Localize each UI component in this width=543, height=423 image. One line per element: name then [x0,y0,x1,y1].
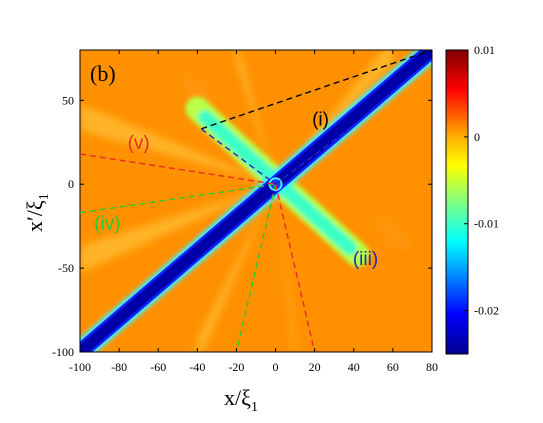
wave-streak [236,50,276,185]
y-axis-label-symbol: ξ [22,200,47,210]
x-tick-label: 20 [309,360,321,374]
diagonal-core [80,50,432,352]
x-tick-label: 60 [387,360,399,374]
plot-frame [79,49,433,353]
dashed-line [79,183,276,214]
x-axis-ticks: -100 -80 -60 -40 -20 0 20 40 60 80 [69,50,438,374]
colorbar-tick-label: -0.02 [474,304,499,318]
dashed-line [200,128,276,185]
dashed-lines [79,49,433,353]
y-axis-label-main: x′/ [22,209,47,232]
colorbar-tick-label: 0.01 [474,43,495,57]
colorbar-ticks: 0.01 0 -0.01 -0.02 [464,43,499,318]
y-tick-label: -50 [58,261,74,275]
dashed-line [201,49,433,130]
x-tick-label: -80 [111,360,127,374]
y-tick-label: -100 [52,345,74,359]
panel-label: (b) [90,61,116,86]
x-tick-label: 40 [348,360,360,374]
line-label: (iv) [94,214,120,235]
x-tick-label: -40 [189,360,205,374]
x-tick-label: 80 [426,360,438,374]
heatmap-plot-area [80,50,432,352]
dashed-line [79,153,276,185]
x-tick-label: -100 [69,360,91,374]
line-label: (i) [312,110,329,131]
x-axis-label-subscript: 1 [251,400,258,415]
wave-streak [80,103,276,185]
colorbar-tick-label: 0 [474,130,480,144]
x-tick-label: 0 [273,360,279,374]
line-label: (iii) [353,249,378,270]
x-tick-label: -60 [150,360,166,374]
y-tick-label: 0 [68,177,74,191]
x-axis-label-main: x/ [224,385,242,410]
diagonal-band [80,50,432,352]
x-axis-label: x/ξ1 [224,385,258,415]
colorbar [445,49,469,355]
dashed-line [235,184,277,353]
wave-streak [197,184,276,352]
wave-streak [275,184,296,352]
y-axis-label-subscript: 1 [37,193,52,200]
colorbar-tick-label: -0.01 [474,217,499,231]
line-label: (v) [128,133,150,154]
x-axis-label-symbol: ξ [241,385,251,410]
wave-lobe [375,217,410,252]
dashed-line [275,124,355,185]
y-axis-label: x′/ξ1 [22,193,52,232]
y-tick-label: 50 [62,93,74,107]
dashed-line [274,184,316,353]
wave-streak [80,184,276,274]
x-tick-label: -20 [228,360,244,374]
y-axis-ticks: -100 -50 0 50 [52,93,432,359]
line-labels: (i) (iii) (iv) (v) [94,110,378,270]
